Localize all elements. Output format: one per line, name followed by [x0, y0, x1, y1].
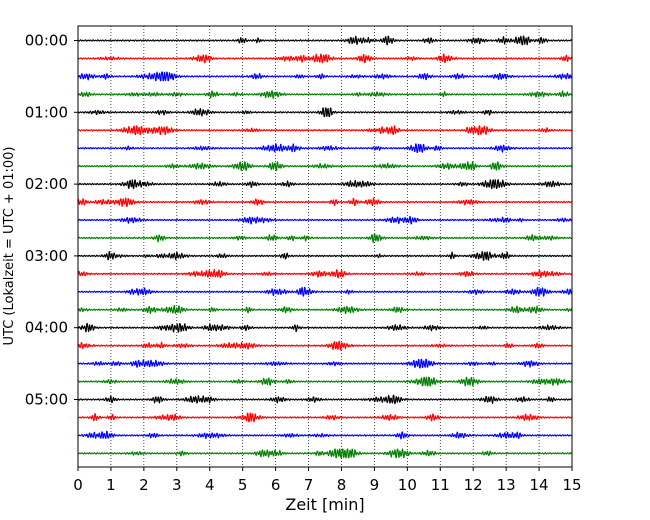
seismic-trace — [77, 394, 573, 405]
x-tick-label: 3 — [172, 476, 182, 494]
y-tick-label: 03:00 — [25, 247, 68, 265]
seismic-trace — [77, 286, 573, 297]
seismic-trace — [77, 412, 573, 423]
x-tick-label: 0 — [73, 476, 83, 494]
seismic-trace — [77, 322, 573, 333]
seismic-trace — [77, 268, 573, 279]
x-tick-label: 6 — [271, 476, 281, 494]
x-tick-label: 9 — [370, 476, 380, 494]
seismic-trace — [77, 71, 573, 82]
seismic-trace — [77, 448, 573, 459]
x-tick-label: 15 — [562, 476, 581, 494]
x-tick-label: 1 — [106, 476, 116, 494]
x-tick-label: 11 — [431, 476, 450, 494]
y-axis-label: UTC (Lokalzeit = UTC + 01:00) — [2, 147, 17, 346]
seismic-trace — [77, 304, 573, 315]
y-tick-label: 04:00 — [25, 319, 68, 337]
x-axis-label: Zeit [min] — [285, 495, 364, 514]
x-tick-label: 12 — [464, 476, 483, 494]
seismic-trace — [77, 125, 573, 136]
seismic-trace — [77, 251, 573, 261]
y-tick-label: 00:00 — [25, 32, 68, 50]
seismic-trace — [77, 358, 573, 369]
seismic-trace — [77, 35, 573, 46]
x-axis: 0 1 2 3 4 5 6 7 8 9 10 11 12 13 14 15 — [73, 467, 582, 494]
seismic-traces — [77, 35, 573, 459]
x-tick-label: 14 — [530, 476, 549, 494]
y-axis: 00:00 01:00 02:00 03:00 04:00 05:00 — [25, 32, 78, 409]
seismic-trace — [77, 107, 573, 118]
x-tick-label: 4 — [205, 476, 215, 494]
y-tick-label: 02:00 — [25, 175, 68, 193]
seismic-trace — [77, 179, 573, 189]
x-tick-label: 8 — [337, 476, 347, 494]
plot-frame — [77, 25, 573, 468]
x-tick-label: 5 — [238, 476, 248, 494]
y-tick-label: 05:00 — [25, 391, 68, 409]
x-tick-label: 13 — [497, 476, 516, 494]
y-tick-label: 01:00 — [25, 103, 68, 121]
seismic-trace — [77, 90, 573, 99]
seismic-trace — [77, 376, 573, 387]
seismic-trace — [77, 215, 573, 225]
seismic-trace — [77, 233, 573, 243]
seismic-trace — [77, 430, 573, 440]
seismic-trace — [77, 197, 573, 207]
seismic-trace — [77, 53, 573, 64]
x-tick-label: 2 — [139, 476, 149, 494]
seismic-trace — [77, 340, 573, 351]
x-tick-label: 10 — [398, 476, 417, 494]
seismic-trace — [77, 161, 573, 172]
x-tick-label: 7 — [304, 476, 314, 494]
seismic-trace — [77, 143, 573, 154]
